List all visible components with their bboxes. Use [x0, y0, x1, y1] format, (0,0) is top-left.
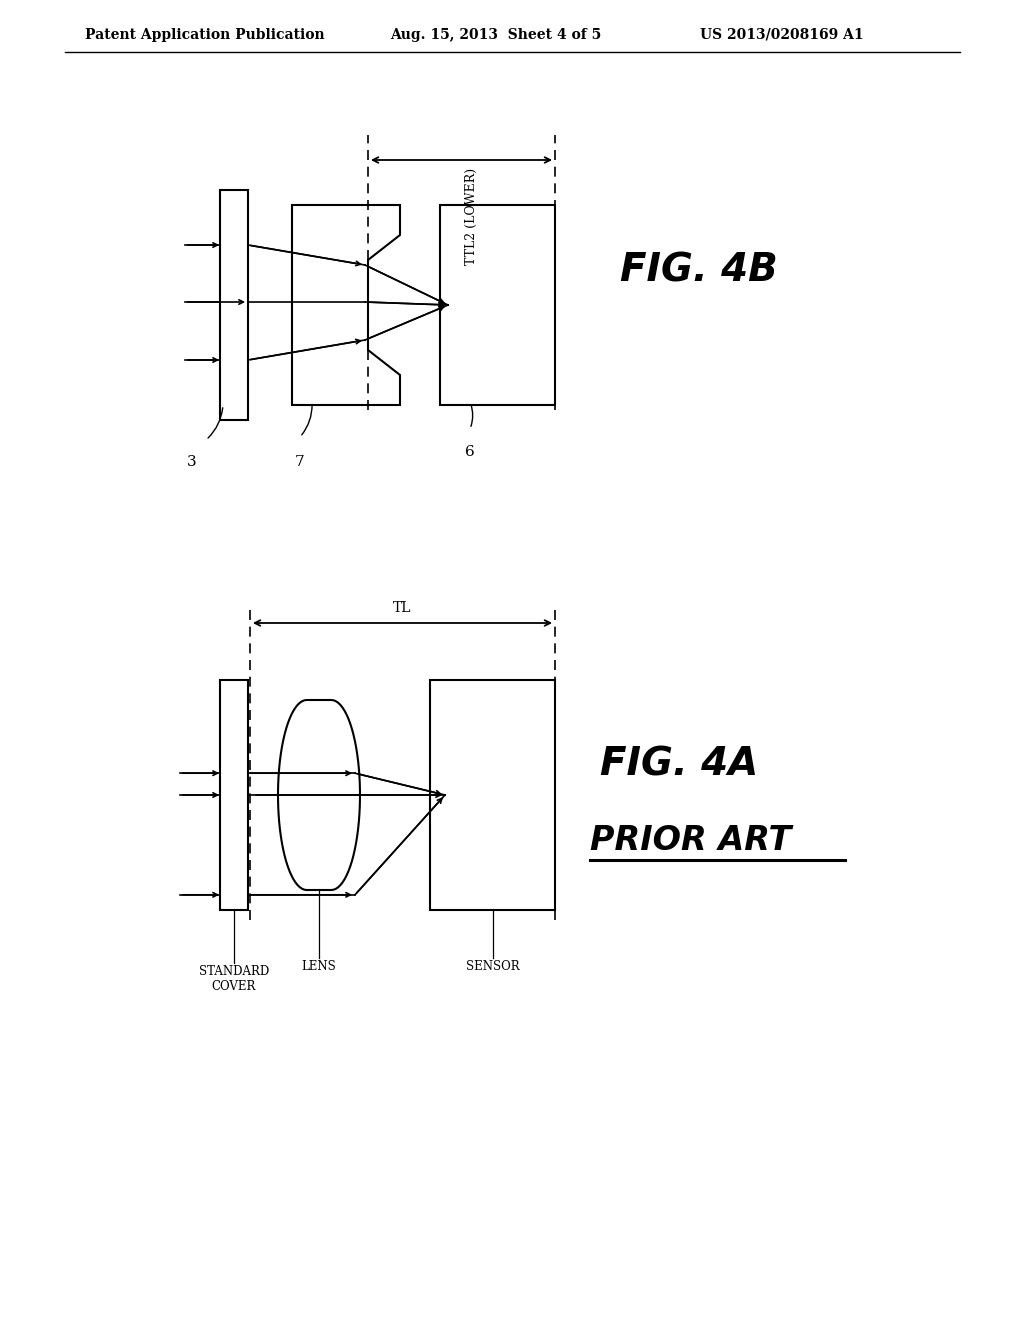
Text: 7: 7	[295, 455, 305, 469]
Text: FIG. 4A: FIG. 4A	[600, 746, 758, 784]
Text: STANDARD
COVER: STANDARD COVER	[199, 965, 269, 993]
Text: 3: 3	[187, 455, 197, 469]
Text: Patent Application Publication: Patent Application Publication	[85, 28, 325, 42]
Text: PRIOR ART: PRIOR ART	[590, 824, 792, 857]
Text: 6: 6	[465, 445, 475, 459]
Text: SENSOR: SENSOR	[466, 960, 519, 973]
Text: FIG. 4B: FIG. 4B	[620, 251, 778, 289]
Text: LENS: LENS	[302, 960, 336, 973]
Text: TTL2 (LOWER): TTL2 (LOWER)	[465, 168, 477, 265]
Text: Aug. 15, 2013  Sheet 4 of 5: Aug. 15, 2013 Sheet 4 of 5	[390, 28, 601, 42]
Text: US 2013/0208169 A1: US 2013/0208169 A1	[700, 28, 863, 42]
Text: TL: TL	[393, 601, 412, 615]
